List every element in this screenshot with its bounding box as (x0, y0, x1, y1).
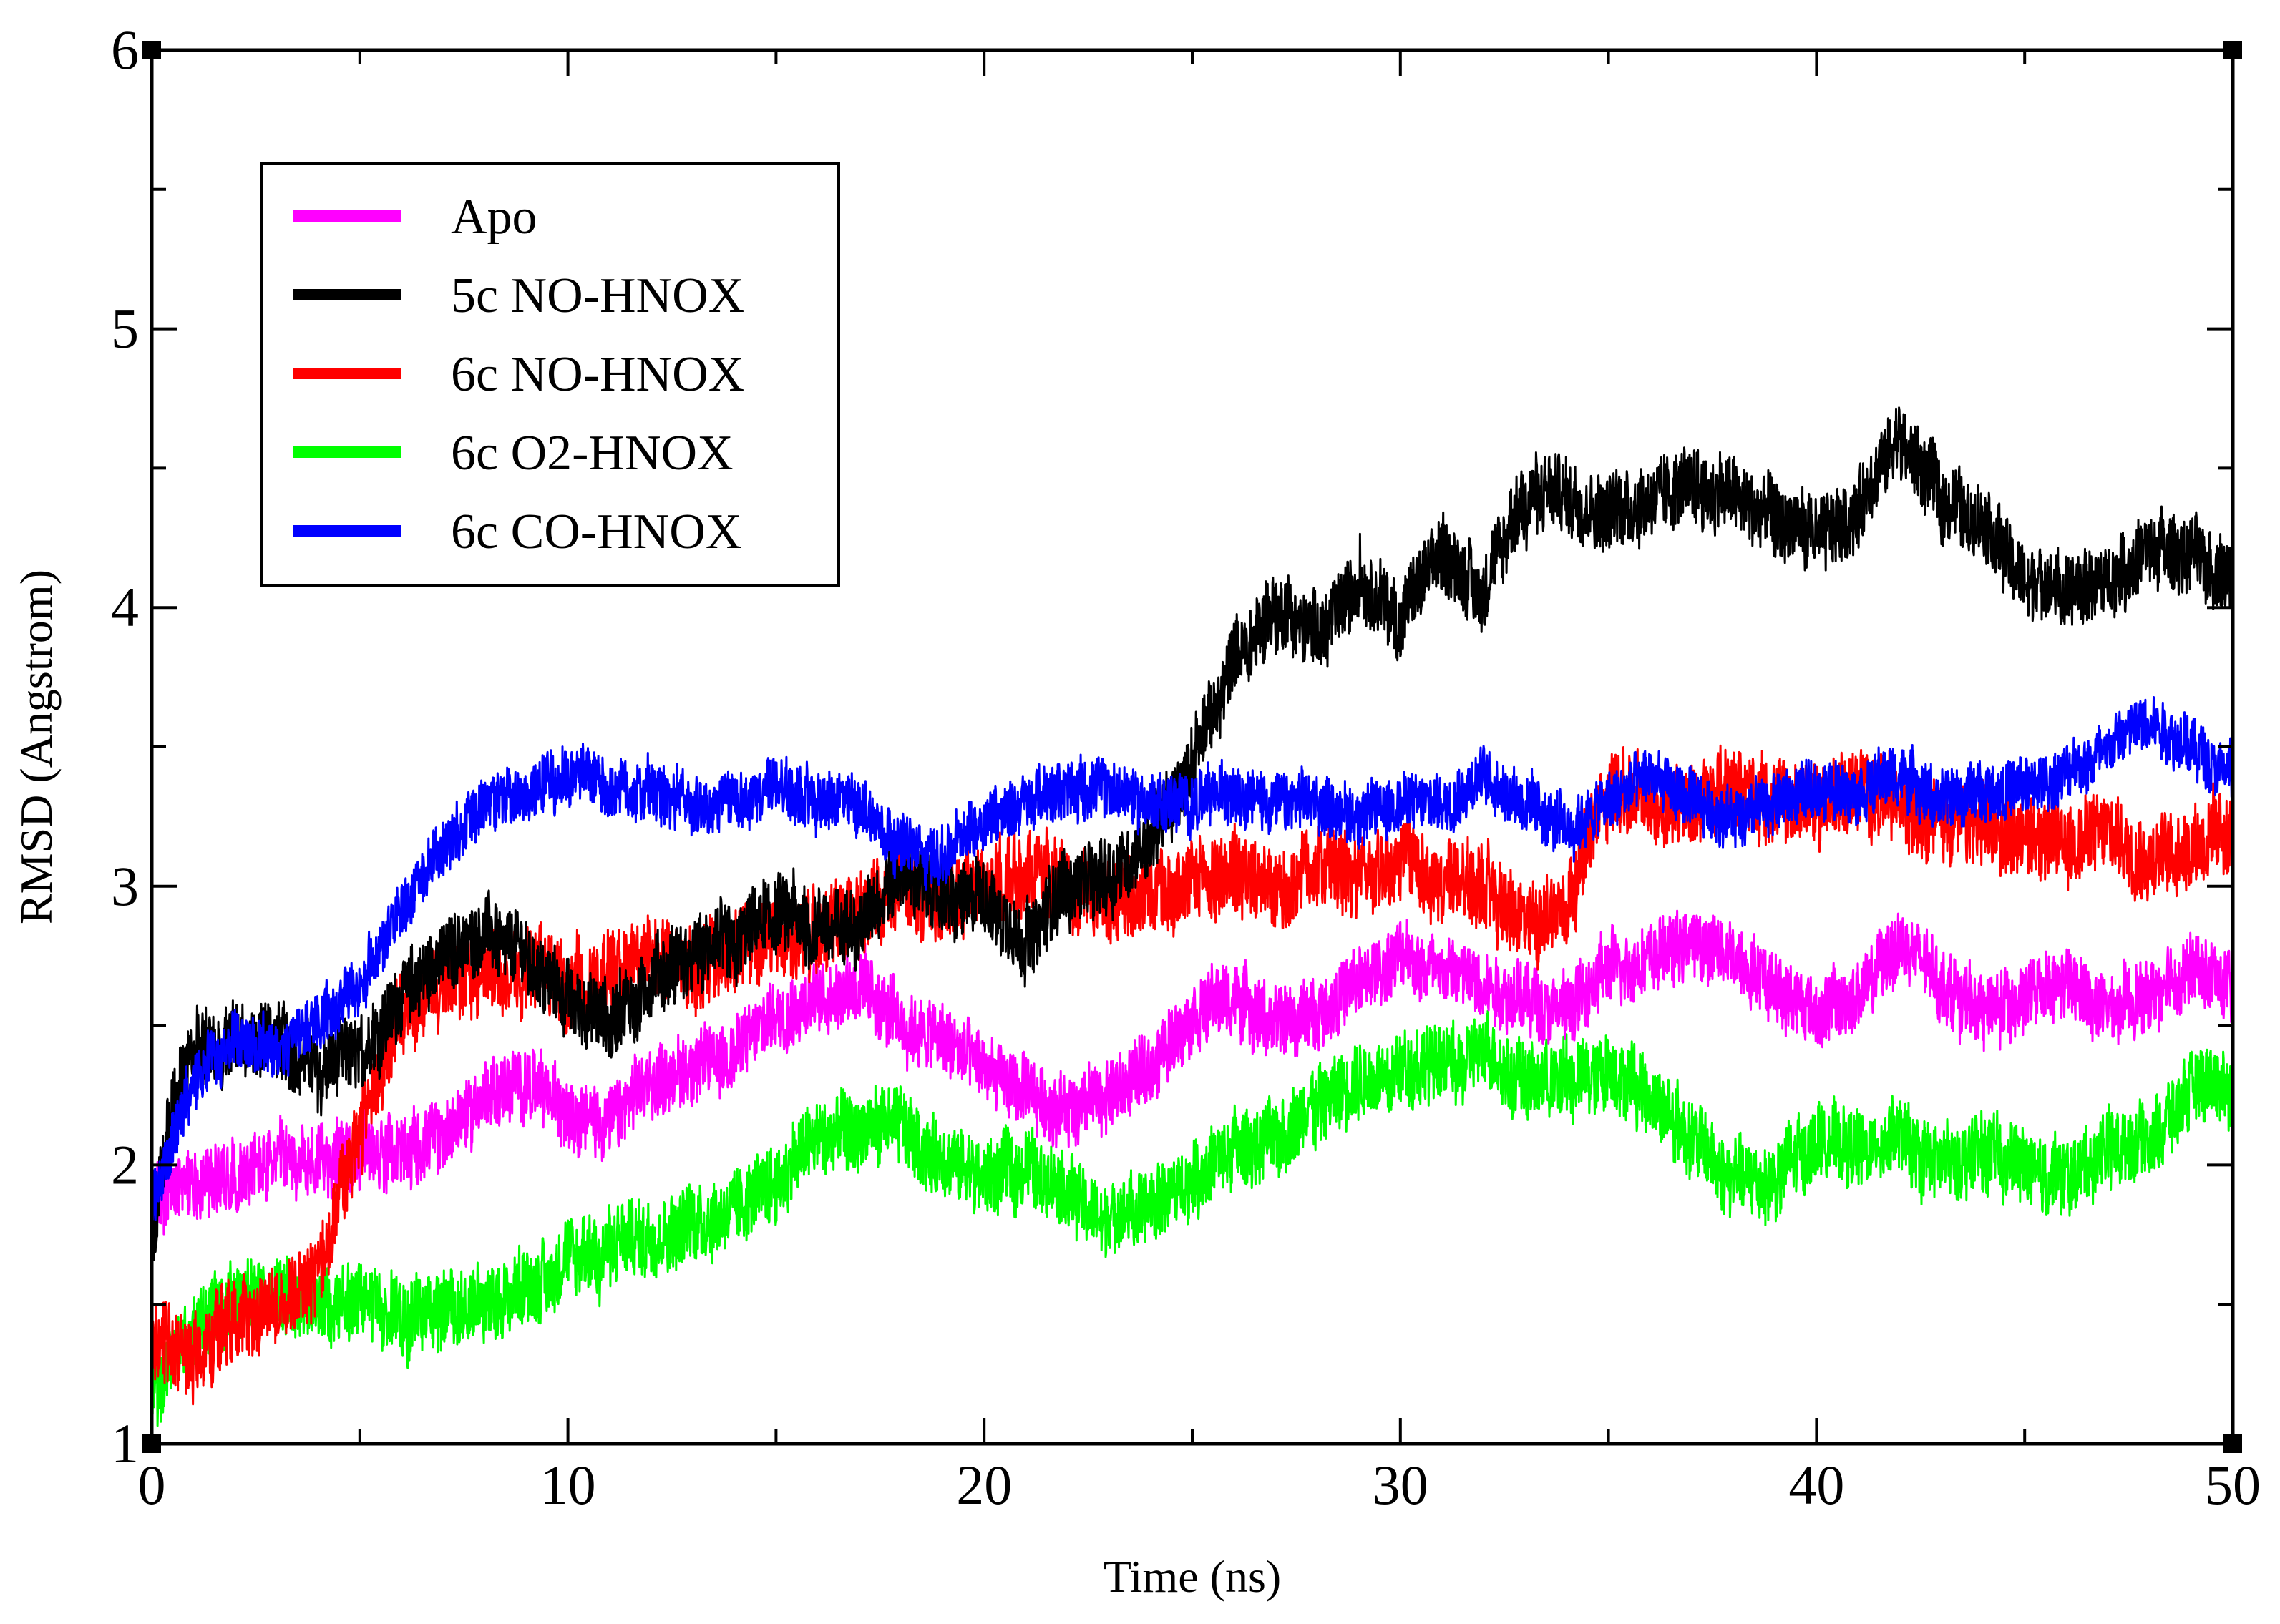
corner-markers (142, 41, 2242, 1453)
y-tick-label: 3 (111, 855, 139, 917)
y-tick-label: 6 (111, 19, 139, 81)
legend-label: 5c NO-HNOX (451, 268, 744, 323)
x-tick-label: 20 (956, 1454, 1012, 1516)
series-line-0 (150, 909, 2234, 1236)
x-tick-label: 40 (1788, 1454, 1844, 1516)
corner-marker-top-right (2223, 41, 2242, 59)
y-tick-label: 5 (111, 298, 139, 360)
x-tick-label: 0 (138, 1454, 166, 1516)
ticks-layer: 0 10 20 30 40 50 1 2 3 4 5 6 (111, 19, 2261, 1516)
legend-label: Apo (451, 190, 537, 245)
series-line-4 (150, 696, 2234, 1221)
corner-marker-top-left (142, 41, 161, 59)
series-layer (150, 406, 2234, 1427)
series-line-3 (150, 1009, 2234, 1427)
legend-label: 6c O2-HNOX (451, 426, 734, 481)
series-line-1 (150, 406, 2234, 1286)
x-tick-label: 30 (1373, 1454, 1428, 1516)
x-axis-title: Time (ns) (1104, 1551, 1281, 1602)
y-tick-label: 4 (111, 576, 139, 638)
y-axis-title: RMSD (Angstrom) (11, 569, 62, 924)
legend-label: 6c NO-HNOX (451, 347, 744, 402)
x-tick-label: 50 (2205, 1454, 2261, 1516)
series-line-2 (150, 744, 2234, 1406)
corner-marker-bottom-left (142, 1434, 161, 1453)
legend: Apo 5c NO-HNOX 6c NO-HNOX 6c O2-HNOX 6c CO-H… (260, 162, 840, 587)
corner-marker-bottom-right (2223, 1434, 2242, 1453)
x-tick-label: 10 (540, 1454, 596, 1516)
y-tick-label: 2 (111, 1133, 139, 1195)
legend-label: 6c CO-HNOX (451, 504, 741, 559)
y-tick-label: 1 (111, 1412, 139, 1474)
